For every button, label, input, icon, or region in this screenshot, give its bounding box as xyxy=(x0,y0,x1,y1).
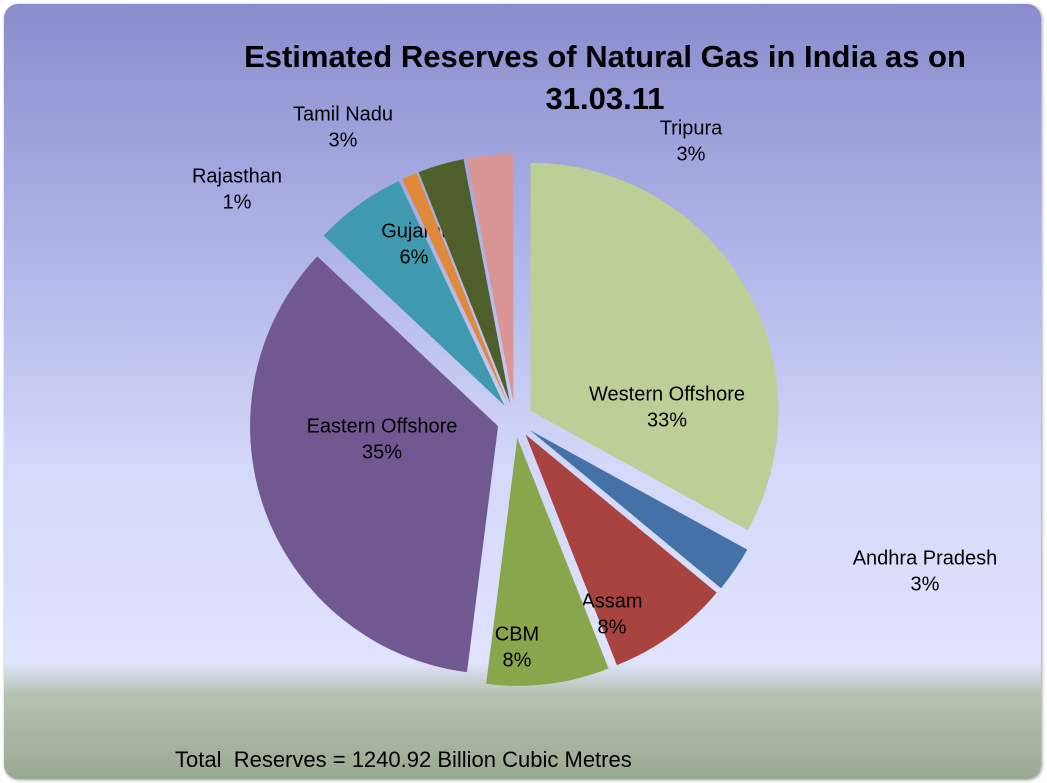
pie-slice xyxy=(466,154,514,403)
pie-slice xyxy=(250,256,499,673)
slice-label: Andhra Pradesh xyxy=(853,547,998,569)
pie-slice xyxy=(323,181,505,406)
chart-title: Estimated Reserves of Natural Gas in Ind… xyxy=(244,39,966,116)
slice-value-label: 8% xyxy=(598,616,627,638)
pie-slice xyxy=(418,159,510,403)
slice-value-label: 3% xyxy=(677,143,706,165)
slice-value-label: 3% xyxy=(329,129,358,151)
slice-value-label: 8% xyxy=(503,649,532,671)
slice-label: Rajasthan xyxy=(192,165,282,187)
slice-label: CBM xyxy=(495,623,539,645)
annotation: Total Reserves = 1240.92 Billion Cubic M… xyxy=(175,747,632,772)
pie-slice xyxy=(525,434,717,666)
slice-value-label: 6% xyxy=(400,246,429,268)
slice-label: Tamil Nadu xyxy=(293,103,393,125)
slice-label: Assam xyxy=(581,590,642,612)
slice-value-label: 33% xyxy=(647,409,687,431)
pie-slice xyxy=(529,430,748,589)
slice-value-label: 1% xyxy=(223,191,252,213)
slice-label: Tripura xyxy=(660,117,723,139)
pie-slice xyxy=(530,162,779,531)
pie-slice xyxy=(486,437,609,686)
slice-value-label: 35% xyxy=(362,441,402,463)
slice-value-label: 3% xyxy=(911,573,940,595)
slice-label: Western Offshore xyxy=(589,383,745,405)
pie-slice xyxy=(402,172,508,404)
slice-label: Eastern Offshore xyxy=(307,415,458,437)
